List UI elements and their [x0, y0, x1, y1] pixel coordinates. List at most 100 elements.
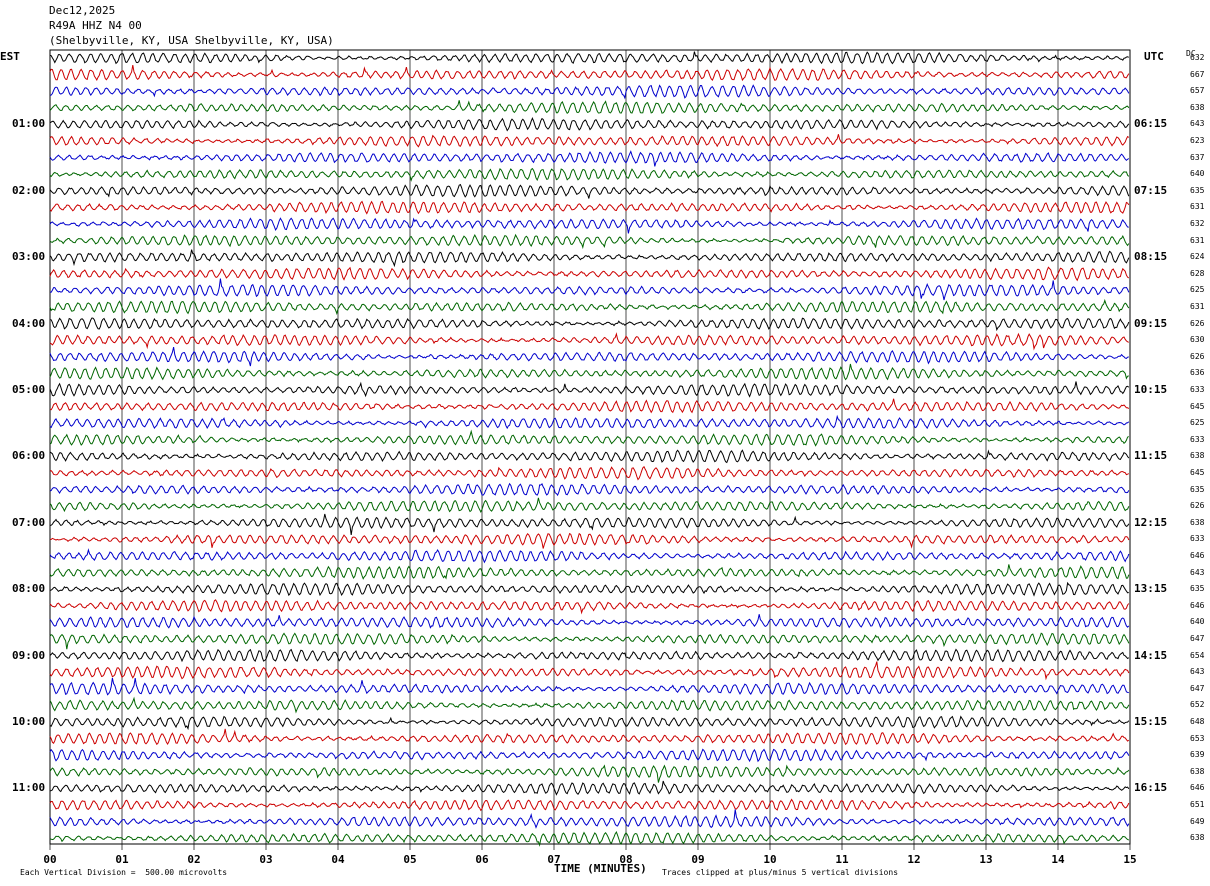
grid-lines [49, 49, 1131, 850]
x-tick-label: 13 [979, 853, 992, 866]
dc-offset-value: 638 [1190, 451, 1205, 461]
seismic-trace [49, 278, 1130, 301]
dc-offset-value: 624 [1190, 252, 1205, 262]
x-tick-label: 00 [43, 853, 56, 866]
seismic-trace [49, 117, 1130, 132]
dc-offset-value: 625 [1190, 418, 1205, 428]
dc-offset-value: 645 [1190, 401, 1205, 411]
utc-hour-label: 14:15 [1134, 648, 1168, 662]
dc-header-label: DC [1186, 49, 1196, 58]
dc-offset-value: 623 [1190, 136, 1205, 145]
x-tick-label: 08 [619, 853, 632, 866]
dc-offset-value: 643 [1190, 567, 1205, 577]
utc-hour-label: 06:15 [1134, 117, 1168, 131]
seismic-trace [49, 381, 1130, 398]
seismic-trace [49, 581, 1129, 597]
x-tick-label: 14 [1051, 853, 1065, 866]
dc-offset-value: 646 [1190, 551, 1205, 560]
dc-offset-value: 625 [1190, 285, 1205, 295]
dc-offset-value: 654 [1190, 650, 1205, 660]
seismic-trace [49, 100, 1130, 114]
left-timezone-label: EST [0, 50, 20, 63]
x-tick-label: 05 [403, 853, 416, 866]
est-hour-label: 03:00 [12, 250, 46, 264]
header-date: Dec12,2025 [49, 4, 116, 17]
est-hour-label: 11:00 [12, 781, 46, 795]
seismic-trace [49, 632, 1130, 650]
seismic-trace [49, 715, 1130, 731]
dc-offset-value: 638 [1190, 833, 1205, 843]
seismic-trace [49, 167, 1130, 182]
dc-offset-value: 632 [1190, 219, 1205, 228]
est-hour-label: 01:00 [12, 117, 46, 131]
dc-offset-value: 631 [1190, 235, 1205, 245]
utc-hour-label: 12:15 [1134, 515, 1168, 529]
dc-offset-value: 630 [1190, 335, 1205, 345]
dc-offset-value: 626 [1190, 351, 1205, 361]
right-timezone-label: UTC [1144, 50, 1164, 63]
dc-offset-value: 638 [1190, 517, 1205, 527]
trace-group [49, 51, 1130, 847]
seismic-trace [49, 200, 1130, 215]
dc-offset-value: 633 [1190, 434, 1205, 444]
dc-offset-value: 647 [1190, 683, 1205, 693]
seismic-trace [49, 677, 1129, 696]
x-tick-label: 11 [835, 853, 849, 866]
est-hour-label: 05:00 [12, 383, 46, 396]
utc-hour-label: 09:15 [1134, 316, 1168, 330]
seismic-trace [49, 482, 1130, 497]
x-tick-label: 04 [331, 853, 345, 866]
dc-offset-value: 646 [1190, 600, 1205, 610]
seismic-trace [49, 298, 1130, 316]
seismic-trace [49, 599, 1130, 615]
dc-offset-value: 667 [1190, 69, 1205, 79]
seismic-trace [49, 183, 1130, 199]
seismic-trace [49, 648, 1130, 663]
dc-offset-value: 633 [1190, 534, 1205, 544]
seismic-trace [49, 532, 1130, 549]
seismic-trace [49, 661, 1130, 681]
dc-offset-value: 636 [1190, 368, 1205, 378]
est-hour-label: 02:00 [12, 183, 46, 197]
utc-hour-label: 11:15 [1134, 449, 1168, 463]
seismic-trace [49, 564, 1130, 580]
dc-offset-value: 631 [1190, 302, 1205, 311]
dc-offset-value: 638 [1190, 102, 1205, 112]
dc-offset-value: 626 [1190, 501, 1205, 511]
dc-offset-value: 640 [1190, 617, 1205, 627]
seismic-trace [49, 449, 1130, 464]
dc-offset-value: 635 [1190, 584, 1205, 594]
est-hour-label: 04:00 [12, 316, 46, 330]
seismic-trace [49, 363, 1129, 381]
est-hour-label: 09:00 [12, 648, 46, 662]
seismic-trace [49, 249, 1130, 268]
dc-offset-value: 653 [1190, 733, 1205, 743]
header-location: (Shelbyville, KY, USA Shelbyville, KY, U… [49, 34, 334, 47]
dc-offset-value: 632 [1190, 53, 1205, 62]
dc-offset-value: 652 [1190, 700, 1205, 710]
dc-offset-value: 643 [1190, 119, 1205, 129]
dc-offset-value: 640 [1190, 169, 1205, 179]
x-tick-label: 02 [187, 853, 200, 866]
est-hour-label: 10:00 [12, 715, 46, 728]
dc-offset-value: 639 [1190, 750, 1205, 760]
seismic-trace [49, 831, 1129, 847]
x-tick-label: 12 [907, 853, 920, 866]
dc-offset-value: 643 [1190, 667, 1205, 677]
x-tick-label: 09 [691, 853, 704, 866]
seismic-trace [49, 798, 1130, 812]
seismic-trace [49, 65, 1130, 82]
seismic-trace [49, 266, 1130, 282]
x-axis-title: TIME (MINUTES) [554, 862, 647, 875]
seismic-trace [49, 51, 1129, 65]
utc-hour-label: 15:15 [1134, 715, 1168, 728]
x-axis-ticks: 00 01 02 03 04 05 06 07 08 09 10 11 12 13 14 15 [43, 853, 1136, 866]
seismic-trace [49, 84, 1130, 100]
dc-offset-value: 635 [1190, 484, 1205, 494]
dc-offset-value: 635 [1190, 185, 1205, 195]
seismic-trace [49, 465, 1130, 481]
dc-offset-value: 637 [1190, 152, 1205, 162]
dc-offset-value: 633 [1190, 385, 1205, 394]
header-station: R49A HHZ N4 00 [49, 19, 142, 32]
